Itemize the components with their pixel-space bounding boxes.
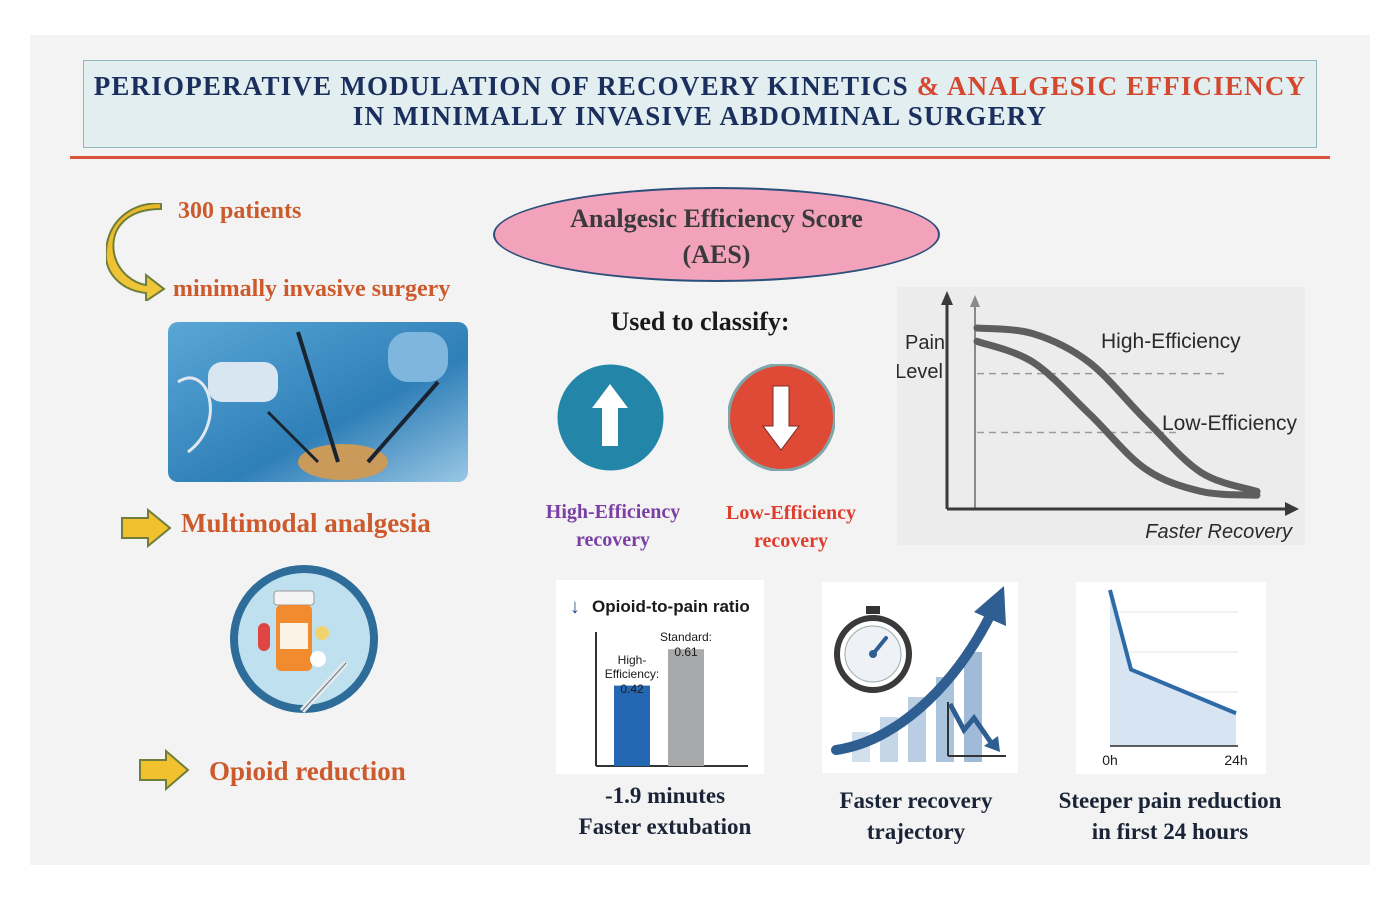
high-efficiency-curve <box>973 324 1261 495</box>
bar-label-standard-line-2: 0.61 <box>674 645 698 659</box>
ratio-title: Opioid-to-pain ratio <box>592 597 750 616</box>
opioid-ratio-chart: ↓ Opioid-to-pain ratio High- Efficiency:… <box>570 596 750 767</box>
steeper-line-2: in first 24 hours <box>1091 819 1249 844</box>
title-underline <box>70 156 1330 159</box>
bar-label-high-line-1: High- <box>618 653 647 667</box>
x-tick-0h: 0h <box>1102 752 1118 768</box>
stopwatch-icon <box>834 606 912 693</box>
low-efficiency-curve <box>973 337 1261 499</box>
second-y-axis-arrowhead <box>970 295 980 307</box>
bar-label-high-line-2: Efficiency: <box>605 667 659 681</box>
y-label-line-2: Level <box>897 361 943 383</box>
trajectory-illustration <box>831 586 1006 762</box>
trajectory-caption: Faster recovery trajectory <box>806 785 1026 847</box>
trajectory-bar <box>964 652 982 762</box>
up-arrow-icon <box>557 364 664 471</box>
title-part-1: PERIOPERATIVE MODULATION OF RECOVERY KIN… <box>93 71 909 101</box>
extubation-caption: -1.9 minutes Faster extubation <box>555 780 775 842</box>
pain-area-line <box>1108 589 1237 716</box>
extubation-line-2: Faster extubation <box>578 814 752 839</box>
high-efficiency-line-2: recovery <box>575 529 651 551</box>
x-tick-24h: 24h <box>1224 752 1247 768</box>
patients-label: 300 patients <box>178 198 302 224</box>
x-axis-arrowhead <box>1285 502 1299 516</box>
bar-high-efficiency <box>614 685 650 766</box>
legend-high-efficiency: High-Efficiency <box>1101 330 1241 353</box>
legend-low-efficiency: Low-Efficiency <box>1162 412 1298 435</box>
y-axis-arrowhead <box>941 291 953 305</box>
low-efficiency-line-2: recovery <box>753 530 829 552</box>
multimodal-label: Multimodal analgesia <box>181 508 431 538</box>
trajectory-line-1: Faster recovery <box>839 788 993 813</box>
down-arrow-icon <box>728 364 835 471</box>
trajectory-arrow <box>831 607 997 755</box>
x-axis-label: Faster Recovery <box>1145 521 1293 543</box>
pain-reduction-chart: 0h 24h <box>1102 589 1248 768</box>
low-efficiency-line-1: Low-Efficiency <box>726 502 856 524</box>
title-line-2: IN MINIMALLY INVASIVE ABDOMINAL SURGERY <box>352 101 1048 131</box>
pain-curve-chart: Pain Level High-Efficiency Low-Efficienc… <box>897 291 1299 543</box>
bar-standard <box>668 649 704 766</box>
title-ampersand: & <box>916 71 941 101</box>
opioid-label: Opioid reduction <box>209 756 406 786</box>
down-trend-icon <box>947 702 1006 757</box>
pain-area-fill <box>1110 590 1236 746</box>
arrow-right-icon <box>121 508 172 548</box>
y-label-line-1: Pain <box>905 332 945 354</box>
title-line-1: PERIOPERATIVE MODULATION OF RECOVERY KIN… <box>84 71 1316 101</box>
pill-bottle-icon <box>230 565 378 714</box>
trajectory-arrowhead-icon <box>974 586 1006 626</box>
pain-curve-card <box>897 287 1305 545</box>
extubation-line-1: -1.9 minutes <box>604 783 726 808</box>
opioid-ratio-card <box>556 580 764 774</box>
low-efficiency-label: Low-Efficiency recovery <box>711 499 871 555</box>
high-efficiency-line-1: High-Efficiency <box>545 501 681 523</box>
bar-label-high-line-3: 0.42 <box>620 682 644 696</box>
title-box: PERIOPERATIVE MODULATION OF RECOVERY KIN… <box>83 60 1317 148</box>
aes-abbrev: (AES) <box>682 240 751 269</box>
aes-title: Analgesic Efficiency Score <box>570 204 863 233</box>
steeper-line-1: Steeper pain reduction <box>1058 788 1282 813</box>
bar-label-standard-line-1: Standard: <box>660 630 712 644</box>
trajectory-line-2: trajectory <box>866 819 966 844</box>
surgery-photo <box>168 322 468 482</box>
aes-ellipse: Analgesic Efficiency Score (AES) <box>493 187 940 282</box>
trajectory-bar <box>936 677 954 762</box>
title-part-2: ANALGESIC EFFICIENCY <box>946 71 1307 101</box>
steeper-caption: Steeper pain reduction in first 24 hours <box>1050 785 1290 847</box>
high-efficiency-label: High-Efficiency recovery <box>533 498 693 554</box>
classify-label: Used to classify: <box>610 307 790 336</box>
curved-arrow-icon <box>106 203 166 301</box>
surgery-label: minimally invasive surgery <box>173 276 451 302</box>
arrow-right-icon <box>139 748 190 792</box>
ratio-arrow-icon: ↓ <box>570 596 580 618</box>
